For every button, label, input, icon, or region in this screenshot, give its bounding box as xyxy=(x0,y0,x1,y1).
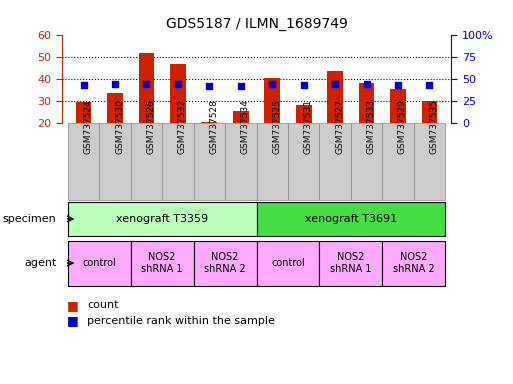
Text: GSM737528: GSM737528 xyxy=(209,99,219,154)
Text: GSM737531: GSM737531 xyxy=(304,99,312,154)
Text: percentile rank within the sample: percentile rank within the sample xyxy=(87,316,275,326)
Point xyxy=(236,83,245,89)
Bar xyxy=(382,240,445,286)
Text: xenograft T3359: xenograft T3359 xyxy=(116,214,208,224)
Bar xyxy=(225,123,256,200)
Bar xyxy=(68,202,256,236)
Point xyxy=(394,82,402,88)
Text: specimen: specimen xyxy=(3,214,56,224)
Text: NOS2
shRNA 2: NOS2 shRNA 2 xyxy=(393,252,435,274)
Bar xyxy=(233,111,249,123)
Text: NOS2
shRNA 1: NOS2 shRNA 1 xyxy=(330,252,371,274)
Bar xyxy=(100,123,131,200)
Text: GSM737533: GSM737533 xyxy=(367,99,376,154)
Bar xyxy=(382,123,413,200)
Bar xyxy=(327,71,343,123)
Text: control: control xyxy=(83,258,116,268)
Text: xenograft T3691: xenograft T3691 xyxy=(305,214,397,224)
Bar xyxy=(320,123,351,200)
Point xyxy=(268,81,277,87)
Bar xyxy=(76,102,91,123)
Point xyxy=(300,82,308,88)
Point xyxy=(111,81,119,88)
Bar xyxy=(139,53,154,123)
Point xyxy=(205,83,213,89)
Text: GSM737524: GSM737524 xyxy=(84,99,92,154)
Bar xyxy=(68,123,100,200)
Bar xyxy=(256,202,445,236)
Bar xyxy=(413,123,445,200)
Text: control: control xyxy=(271,258,305,268)
Text: GSM737526: GSM737526 xyxy=(146,99,155,154)
Bar xyxy=(107,93,123,123)
Bar xyxy=(193,240,256,286)
Bar xyxy=(422,101,437,123)
Text: NOS2
shRNA 2: NOS2 shRNA 2 xyxy=(204,252,246,274)
Bar xyxy=(256,240,320,286)
Bar xyxy=(390,89,406,123)
Text: GSM737527: GSM737527 xyxy=(335,99,344,154)
Bar xyxy=(131,240,193,286)
Bar xyxy=(288,123,320,200)
Point xyxy=(331,81,339,87)
Text: GSM737534: GSM737534 xyxy=(241,99,250,154)
Text: ■: ■ xyxy=(67,314,78,327)
Text: GSM737530: GSM737530 xyxy=(115,99,124,154)
Point xyxy=(80,82,88,88)
Title: GDS5187 / ILMN_1689749: GDS5187 / ILMN_1689749 xyxy=(166,17,347,31)
Bar xyxy=(256,123,288,200)
Point xyxy=(425,82,433,88)
Text: GSM737532: GSM737532 xyxy=(178,99,187,154)
Bar xyxy=(202,122,217,123)
Text: GSM737525: GSM737525 xyxy=(272,99,281,154)
Bar xyxy=(264,78,280,123)
Text: ■: ■ xyxy=(67,299,78,312)
Bar xyxy=(359,83,374,123)
Bar xyxy=(131,123,162,200)
Point xyxy=(174,81,182,87)
Bar xyxy=(320,240,382,286)
Text: agent: agent xyxy=(24,258,56,268)
Bar xyxy=(351,123,382,200)
Point xyxy=(363,81,371,88)
Text: GSM737529: GSM737529 xyxy=(398,99,407,154)
Text: count: count xyxy=(87,300,119,310)
Point xyxy=(142,81,150,87)
Bar xyxy=(296,105,311,123)
Bar xyxy=(170,65,186,123)
Text: GSM737535: GSM737535 xyxy=(429,99,439,154)
Bar xyxy=(162,123,193,200)
Bar xyxy=(68,240,131,286)
Bar xyxy=(193,123,225,200)
Text: NOS2
shRNA 1: NOS2 shRNA 1 xyxy=(142,252,183,274)
